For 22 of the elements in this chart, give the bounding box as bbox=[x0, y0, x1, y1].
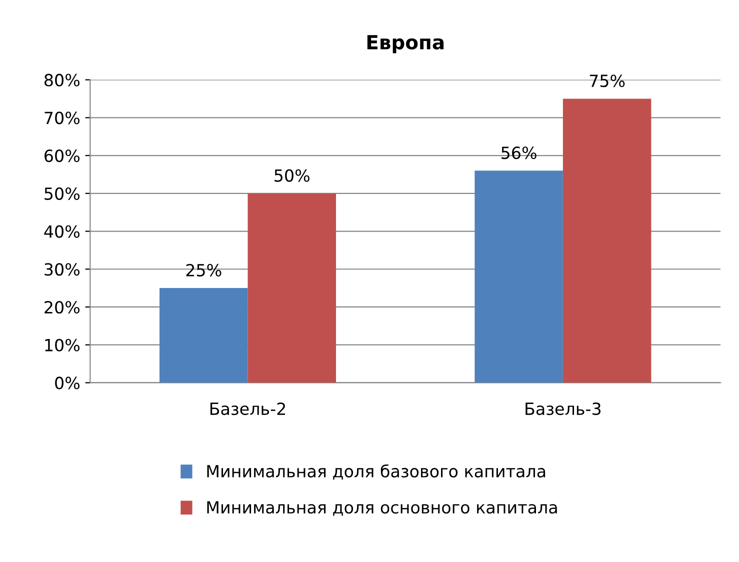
bar bbox=[160, 288, 248, 383]
y-tick-label: 50% bbox=[44, 187, 80, 200]
x-tick-label: Базель-3 bbox=[526, 402, 601, 416]
legend-label: Минимальная доля базового капитала bbox=[207, 464, 546, 480]
bar bbox=[248, 193, 336, 383]
y-tick-label: 30% bbox=[44, 263, 80, 276]
y-tick-label: 80% bbox=[44, 74, 80, 86]
y-tick-label: 10% bbox=[45, 338, 80, 352]
y-tick-label: 40% bbox=[44, 225, 80, 238]
bar bbox=[474, 170, 563, 383]
chart-title: Европа bbox=[367, 35, 444, 54]
y-tick-label: 60% bbox=[44, 149, 80, 162]
data-label: 56% bbox=[502, 146, 536, 160]
y-tick-label: 70% bbox=[44, 112, 80, 124]
bar bbox=[562, 98, 652, 383]
x-tick-label: Базель-2 bbox=[210, 402, 286, 416]
legend-label: Минимальная доля основного капитала bbox=[207, 501, 557, 516]
data-label: 75% bbox=[590, 74, 625, 88]
y-tick-label: 20% bbox=[44, 300, 80, 314]
y-tick-label: 0% bbox=[55, 376, 80, 390]
data-label: 50% bbox=[274, 169, 310, 182]
data-label: 25% bbox=[186, 264, 222, 276]
